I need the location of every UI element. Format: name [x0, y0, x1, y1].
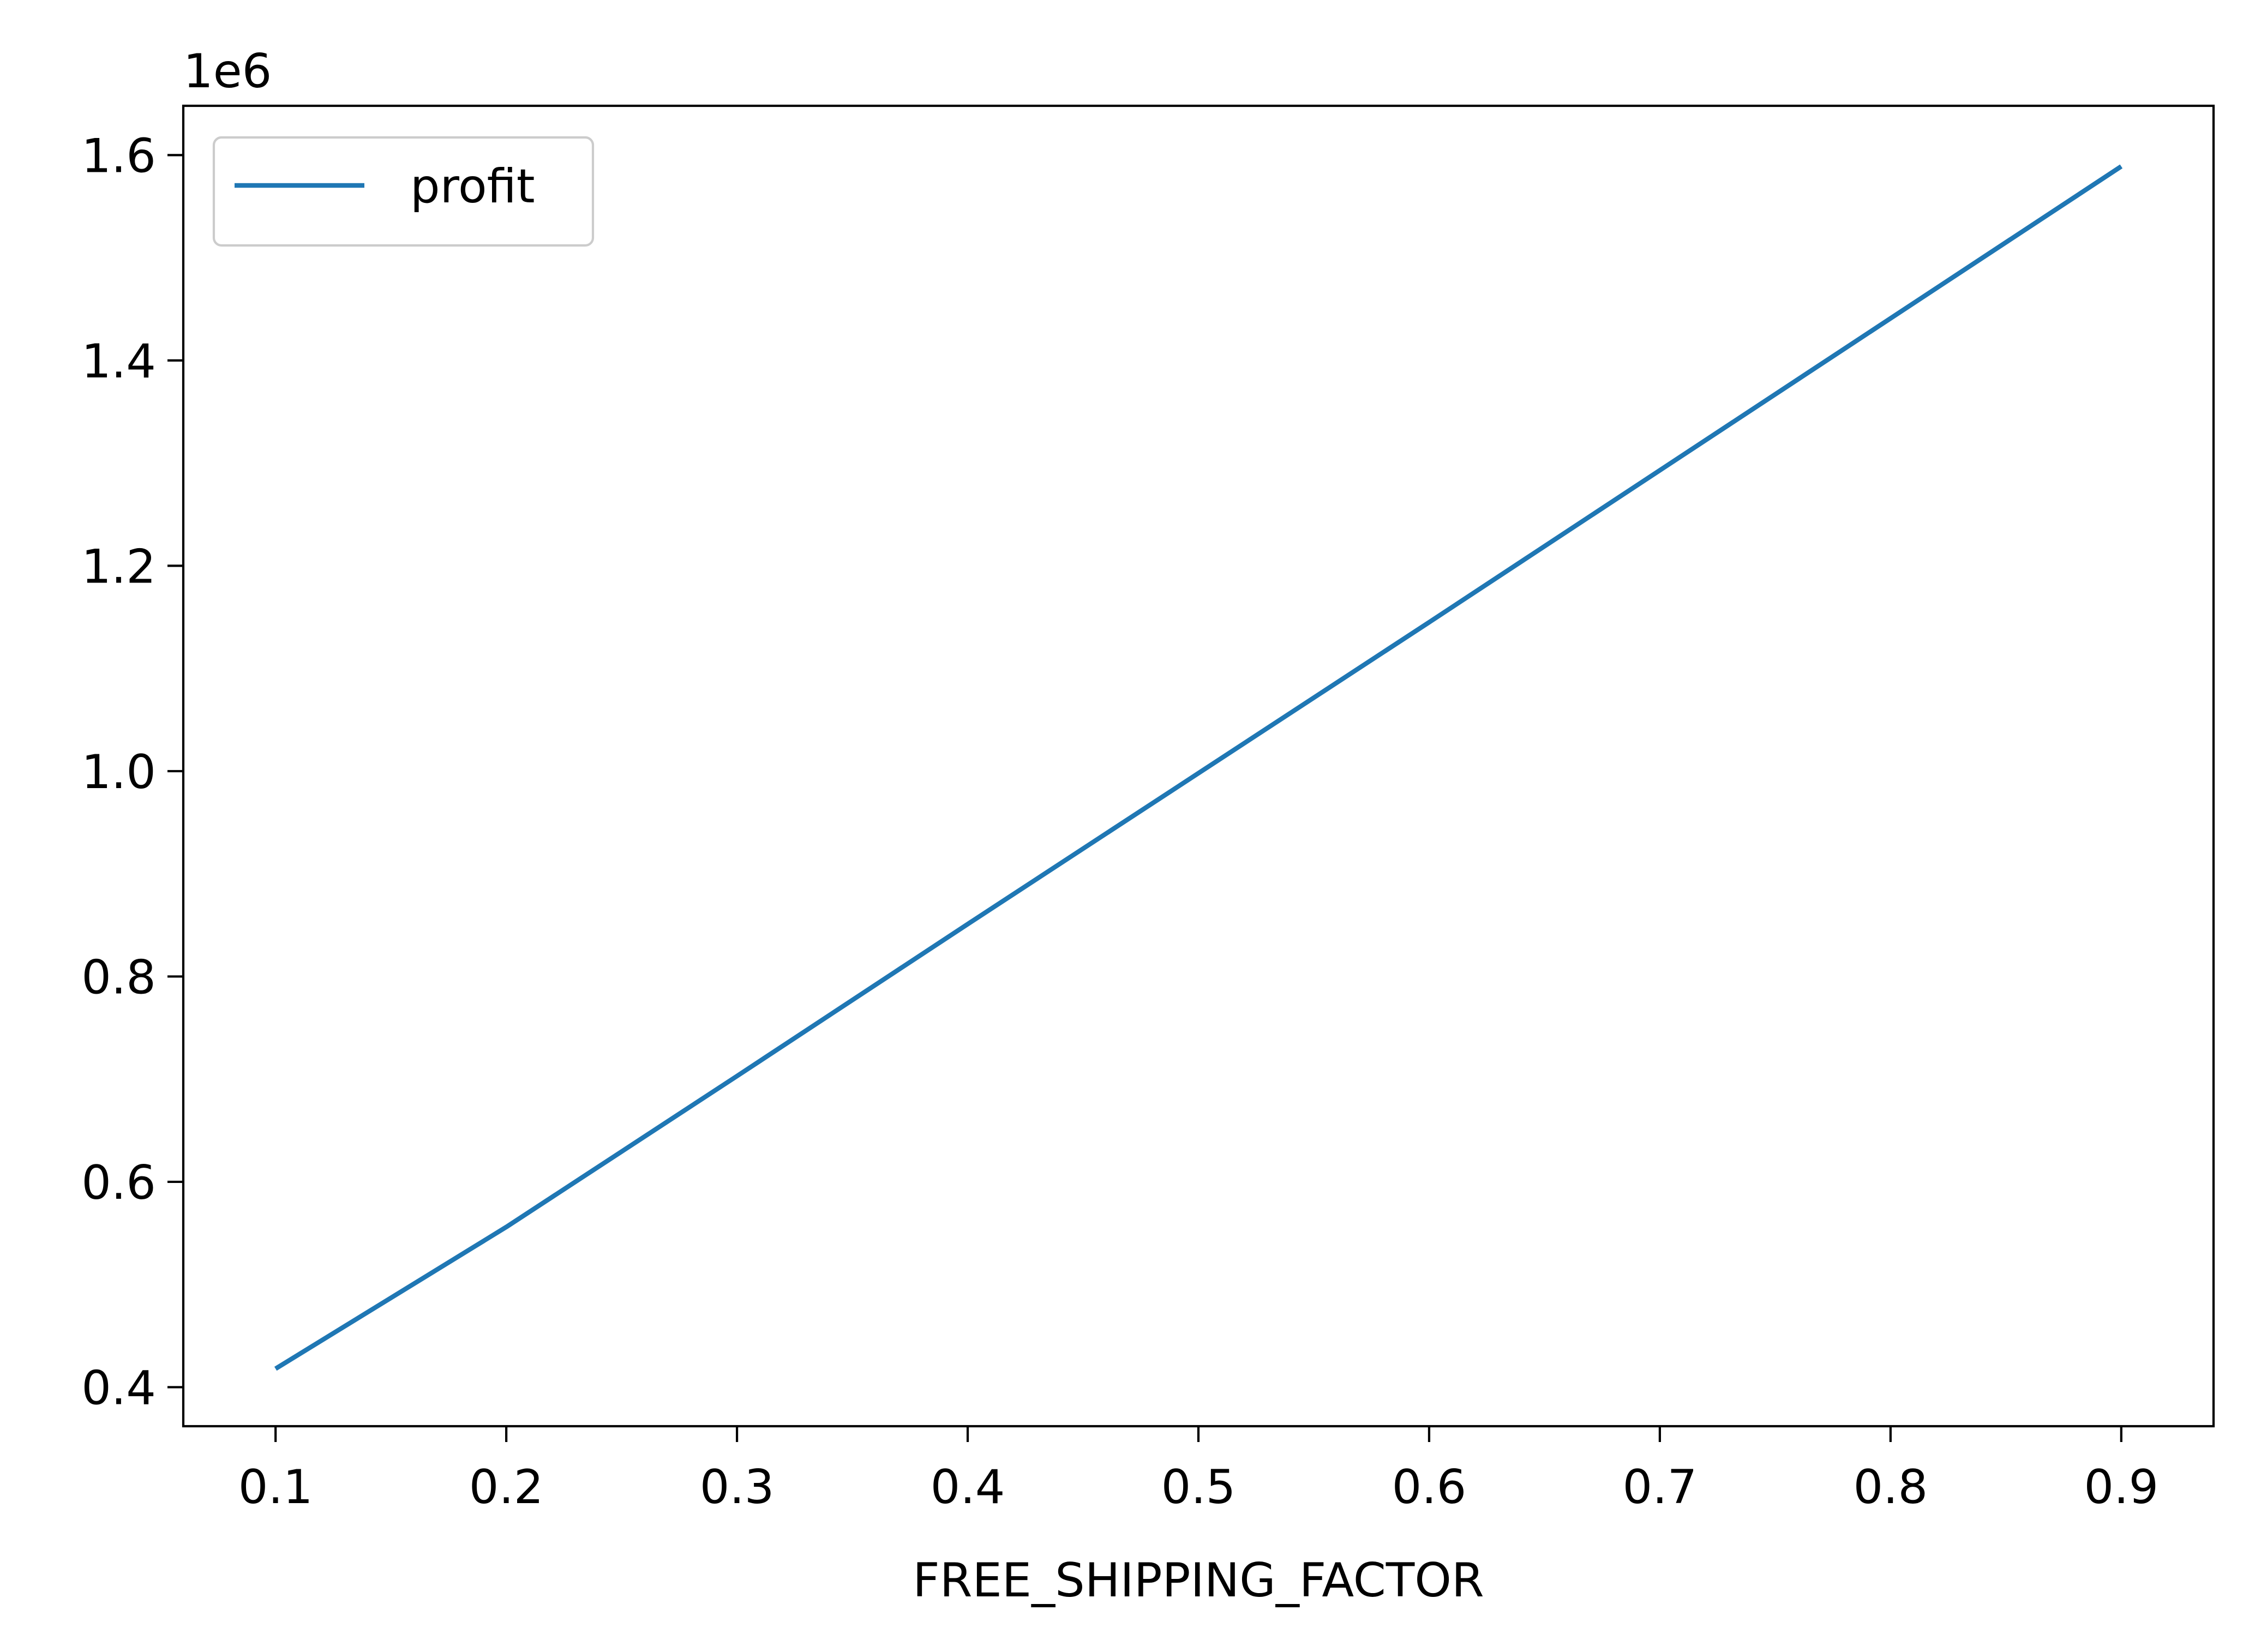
y-tick-label: 0.6	[81, 1156, 156, 1210]
x-tick-label: 0.4	[931, 1460, 1005, 1515]
y-tick-label: 1.2	[81, 539, 156, 594]
x-tick-label: 0.1	[238, 1460, 313, 1515]
x-tick-label: 0.3	[700, 1460, 775, 1515]
x-tick-label: 0.7	[1623, 1460, 1698, 1515]
legend-box	[212, 136, 595, 247]
series-line-profit	[274, 164, 2123, 1371]
x-tick-label: 0.6	[1392, 1460, 1467, 1515]
x-axis-label: FREE_SHIPPING_FACTOR	[913, 1553, 1484, 1608]
legend-label-profit: profit	[410, 159, 535, 214]
y-tick-label: 0.4	[81, 1361, 156, 1415]
y-tick-label: 0.8	[81, 950, 156, 1005]
legend: profit	[212, 136, 595, 247]
x-tick-label: 0.8	[1853, 1460, 1928, 1515]
x-tick-label: 0.2	[469, 1460, 544, 1515]
series-layer	[274, 164, 2123, 1371]
y-tick-label: 1.6	[81, 129, 156, 183]
x-tick-label: 0.5	[1161, 1460, 1236, 1515]
y-tick-label: 1.4	[81, 334, 156, 389]
y-axis-offset-text: 1e6	[183, 44, 272, 99]
x-axis-ticks: 0.1 0.2 0.3 0.4 0.5 0.6 0.7 0.8 0.9	[238, 1426, 2158, 1515]
y-tick-label: 1.0	[81, 745, 156, 800]
y-axis-ticks: 0.4 0.6 0.8 1.0 1.2 1.4 1.6	[81, 129, 183, 1415]
x-tick-label: 0.9	[2084, 1460, 2158, 1515]
